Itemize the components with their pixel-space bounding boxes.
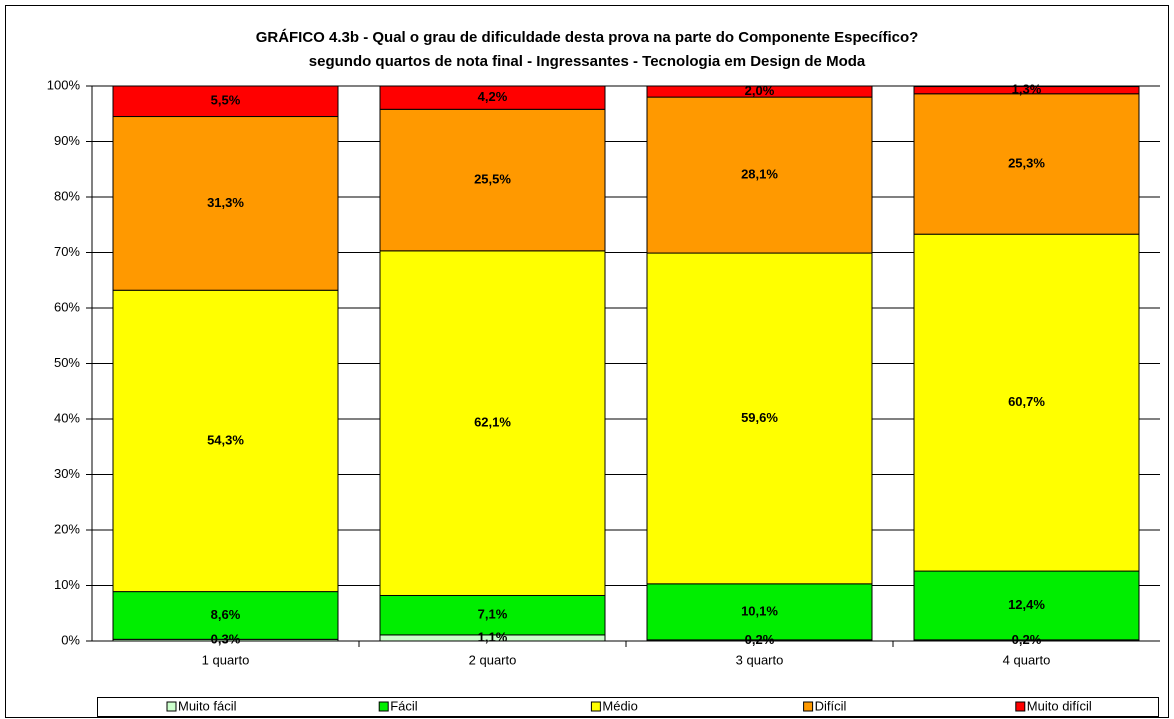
value-label: 25,3% <box>1008 155 1045 170</box>
value-label: 2,0% <box>745 83 775 98</box>
bar-segment <box>112 116 339 291</box>
value-label: 60,7% <box>1008 394 1045 409</box>
value-label: 5,5% <box>211 93 241 108</box>
x-tick-label: 4 quarto <box>1003 652 1051 667</box>
value-label: 31,3% <box>207 195 244 210</box>
bar-segment <box>112 289 339 593</box>
bar-segment <box>112 591 339 640</box>
bar-segment <box>913 570 1140 641</box>
x-tick-label: 1 quarto <box>202 652 250 667</box>
value-label: 8,6% <box>211 607 241 622</box>
y-tick-label: 40% <box>54 410 80 425</box>
bar-segment <box>379 594 606 636</box>
value-label: 62,1% <box>474 415 511 430</box>
value-label: 0,2% <box>745 632 775 647</box>
value-label: 1,3% <box>1012 82 1042 97</box>
legend-swatch <box>803 701 814 712</box>
y-tick-label: 90% <box>54 133 80 148</box>
y-tick-label: 0% <box>61 632 80 647</box>
legend-label: Muito difícil <box>1027 698 1092 713</box>
bar-segment <box>913 233 1140 572</box>
value-label: 0,3% <box>211 632 241 647</box>
y-tick-label: 10% <box>54 577 80 592</box>
chart-subtitle: segundo quartos de nota final - Ingressa… <box>309 53 866 70</box>
bar-segment <box>646 85 873 98</box>
bar-segment <box>646 252 873 585</box>
legend-swatch <box>166 701 177 712</box>
bar-segment <box>646 96 873 254</box>
y-tick-label: 60% <box>54 299 80 314</box>
legend-swatch <box>1015 701 1026 712</box>
value-label: 4,2% <box>478 89 508 104</box>
legend-box <box>97 697 1159 717</box>
bar-segment <box>379 250 606 596</box>
legend-label: Fácil <box>390 698 418 713</box>
value-label: 10,1% <box>741 603 778 618</box>
legend-label: Difícil <box>815 698 847 713</box>
y-tick-label: 20% <box>54 521 80 536</box>
bar-segment <box>646 583 873 641</box>
value-label: 12,4% <box>1008 597 1045 612</box>
value-label: 0,2% <box>1012 632 1042 647</box>
legend-swatch <box>378 701 389 712</box>
value-label: 1,1% <box>478 629 508 644</box>
bar-segment <box>913 93 1140 235</box>
value-label: 25,5% <box>474 172 511 187</box>
y-tick-label: 30% <box>54 466 80 481</box>
legend-label: Médio <box>602 698 637 713</box>
value-label: 28,1% <box>741 167 778 182</box>
x-tick-label: 2 quarto <box>469 652 517 667</box>
y-tick-label: 80% <box>54 188 80 203</box>
chart-title: GRÁFICO 4.3b - Qual o grau de dificuldad… <box>256 29 919 46</box>
legend-swatch <box>590 701 601 712</box>
value-label: 7,1% <box>478 607 508 622</box>
y-tick-label: 70% <box>54 244 80 259</box>
value-label: 54,3% <box>207 432 244 447</box>
bar-segment <box>913 86 1140 95</box>
y-tick-label: 50% <box>54 355 80 370</box>
bar-segment <box>112 85 339 118</box>
legend-label: Muito fácil <box>178 698 237 713</box>
y-tick-label: 100% <box>47 77 81 92</box>
bar-segment <box>379 85 606 110</box>
value-label: 59,6% <box>741 410 778 425</box>
bar-segment <box>379 108 606 252</box>
x-tick-label: 3 quarto <box>736 652 784 667</box>
